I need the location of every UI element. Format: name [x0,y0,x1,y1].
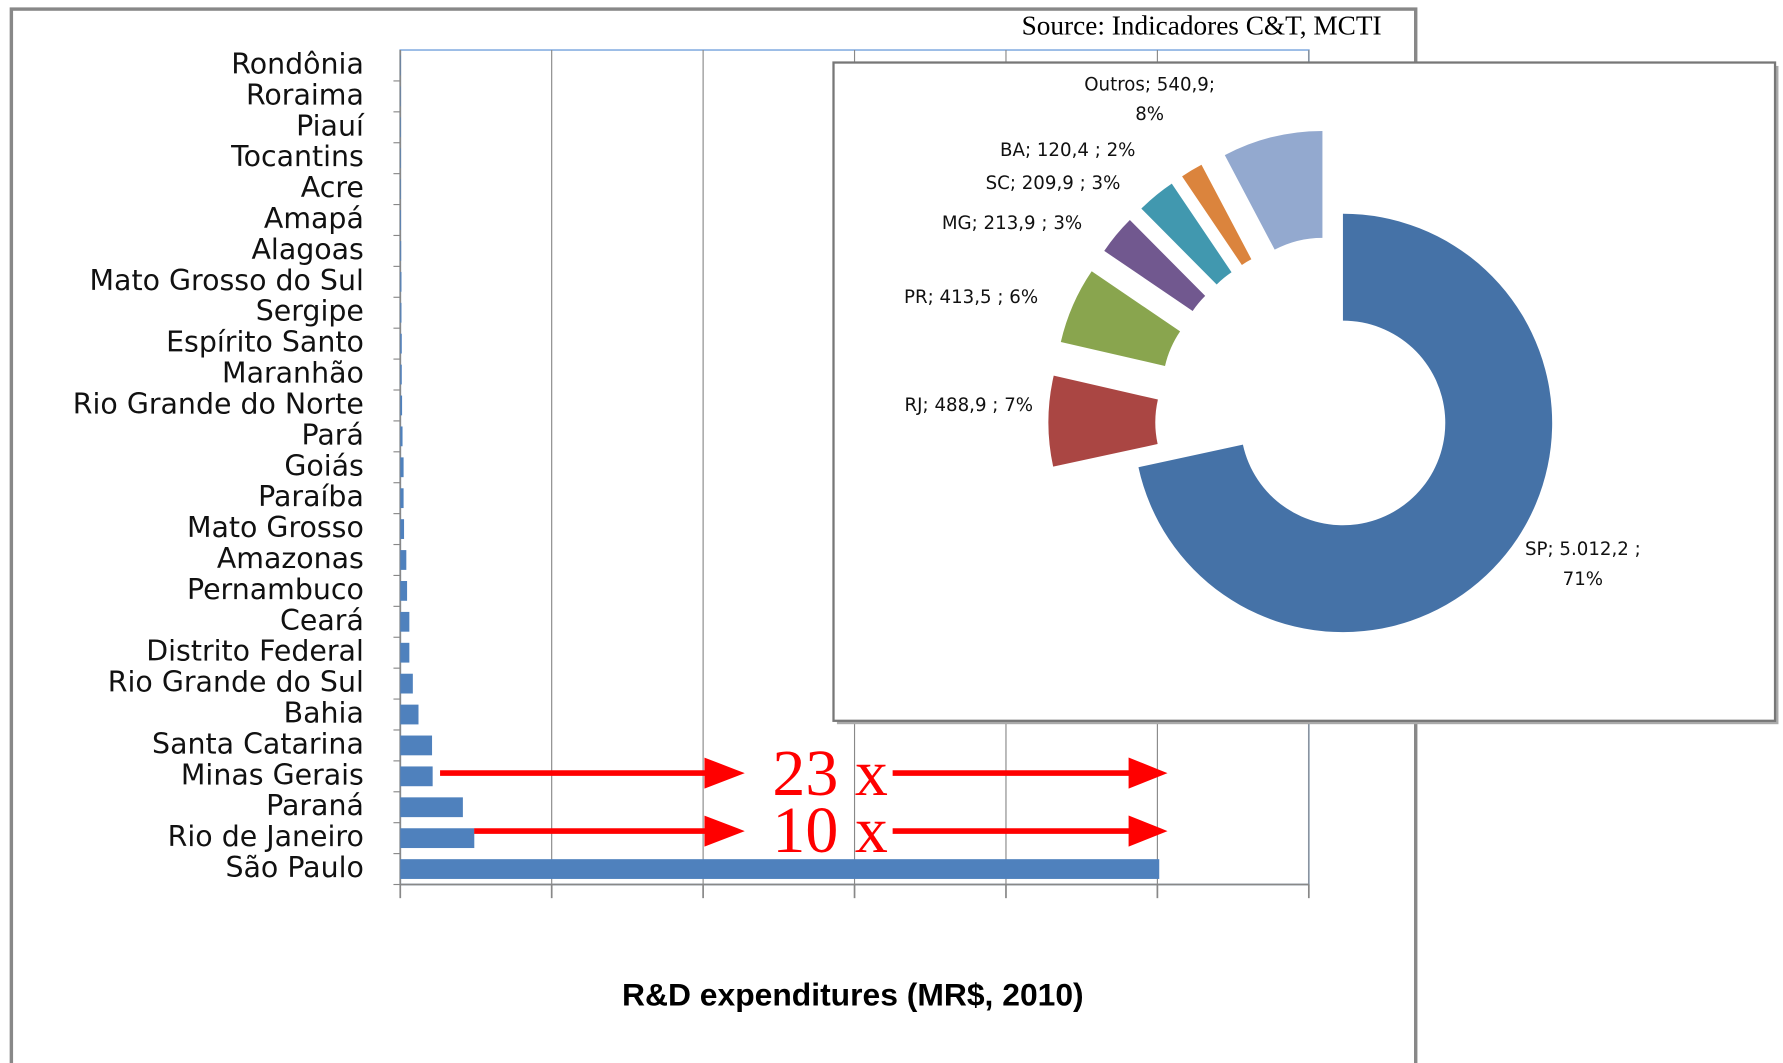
bar [400,642,410,663]
bar [400,673,413,694]
bar [400,828,475,849]
y-tick-label: Rio de Janeiro [168,820,364,853]
slice-label: SC; 209,9 ; 3% [986,173,1121,194]
y-tick-label: Tocantins [230,140,364,173]
y-tick-label: Pernambuco [187,573,364,606]
bar [400,395,403,416]
bar-chart: RondôniaRoraimaPiauíTocantinsAcreAmapáAl… [73,47,1310,899]
arrow-head [704,757,745,789]
y-tick-label: Pará [302,418,364,451]
y-tick-label: Rondônia [231,47,364,80]
bar [400,859,1160,879]
y-tick-label: Ceará [280,604,364,637]
bar [400,457,404,478]
bar [400,333,402,354]
slice-label: Outros; 540,9; [1084,74,1215,95]
y-tick-label: Paraná [266,789,364,822]
donut-slice [1104,220,1206,311]
annotation: 10 x [772,794,887,867]
y-tick-label: Rio Grande do Sul [108,666,364,699]
bar [400,179,401,199]
y-tick-label: Alagoas [252,233,364,266]
y-tick-label: Maranhão [222,357,364,390]
bar [400,797,463,818]
y-tick-label: Bahia [284,697,364,730]
slice-label: MG; 213,9 ; 3% [942,213,1082,234]
bar [400,271,402,292]
bar [400,302,402,323]
y-tick-label: Acre [301,171,364,204]
arrow-head [704,815,745,847]
slice-label: 71% [1563,569,1603,590]
y-tick-label: Amapá [264,202,364,235]
bar [400,550,407,570]
x-axis-title: R&D expenditures (MR$, 2010) [622,976,1084,1012]
bar [400,117,401,138]
slice-label: SP; 5.012,2 ; [1525,539,1641,560]
y-tick-label: Piauí [296,109,365,142]
bar [400,426,403,447]
source: Source: Indicadores C&T, MCTI [1022,11,1382,41]
bar [400,364,402,385]
donut-slice [1138,213,1553,633]
donut-slice [1048,375,1158,467]
slice-label: 8% [1135,104,1164,125]
y-tick-label: São Paulo [225,851,363,884]
donut-slice [1141,183,1232,285]
arrow-head [1128,757,1168,789]
slice-label: PR; 413,5 ; 6% [904,287,1038,308]
bar [400,581,408,601]
bar [400,148,401,169]
donut-slice [1224,130,1323,250]
y-tick-label: Goiás [284,449,364,482]
annotation: 23 x [772,737,887,810]
y-tick-label: Sergipe [256,295,364,328]
y-tick-label: Paraíba [258,480,364,513]
y-tick-label: Mato Grosso do Sul [90,264,364,297]
y-tick-label: Santa Catarina [152,727,364,760]
bar [400,704,419,725]
y-tick-label: Roraima [246,78,364,111]
bar [400,735,433,756]
bar [400,241,402,261]
y-tick-label: Espírito Santo [166,326,364,359]
slice-label: BA; 120,4 ; 2% [1000,140,1135,161]
slice-label: RJ; 488,9 ; 7% [905,395,1034,416]
y-tick-label: Rio Grande do Norte [73,387,364,420]
arrow-head [1128,815,1168,847]
y-tick-label: Amazonas [217,542,364,575]
arrows [440,757,1168,847]
y-tick-label: Distrito Federal [146,635,364,668]
bar [400,611,410,632]
y-tick-label: Minas Gerais [181,758,364,791]
donut-slice [1060,271,1181,366]
bar [400,488,404,509]
donut-chart: SP; 5.012,2 ; 71% RJ; 488,9 ; 7% PR; 413,5 … [904,74,1641,633]
bar [400,210,402,230]
donut-slice [1182,164,1252,265]
bar [400,519,405,539]
bar [400,766,433,787]
y-tick-label: Mato Grosso [187,511,364,544]
